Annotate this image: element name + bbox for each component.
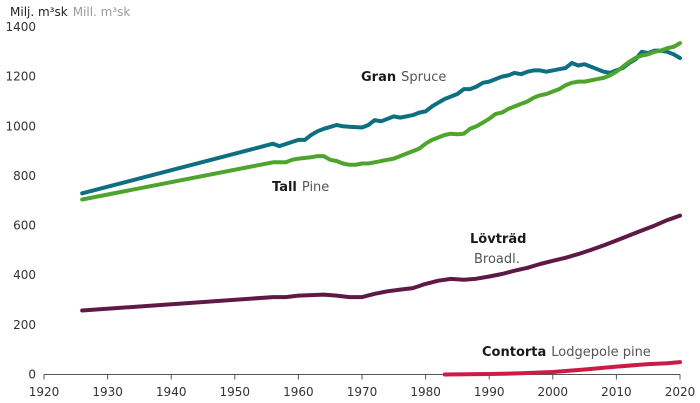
x-tick-label: 2020 [665,385,696,399]
label-lovtrad-broadl: Lövträd Broadl. [470,232,526,267]
label-pine: Pine [302,180,329,195]
y-tick-labels: 0 200 400 600 800 1000 1200 1400 [5,20,36,382]
y-tick-label: 600 [13,219,36,233]
x-tick-label: 1980 [410,385,441,399]
label-spruce: Spruce [401,70,446,85]
series-line-lovtr-d-broadl [80,213,682,313]
label-gran: Gran [361,70,396,85]
x-tick-labels: 1920 1930 1940 1950 1960 1970 1980 1990 2000 2010… [29,385,696,399]
series-lines [80,41,682,377]
y-tick-label: 200 [13,318,36,332]
y-axis-title: Milj. m³sk Mill. m³sk [10,5,130,19]
x-tick-label: 1950 [220,385,251,399]
label-gran-spruce: Gran Spruce [361,70,446,85]
y-tick-label: 1000 [5,119,36,133]
x-tick-label: 1930 [92,385,123,399]
y-axis-title-swedish: Milj. m³sk [10,5,68,19]
x-tick-label: 1990 [474,385,505,399]
x-tick-label: 1940 [156,385,187,399]
label-lovtrad: Lövträd [470,232,526,247]
label-contorta: Contorta [482,345,546,360]
label-tall-pine: Tall Pine [272,180,329,195]
y-tick-label: 1200 [5,70,36,84]
label-contorta-lodgepole: Contorta Lodgepole pine [482,345,651,360]
series-line-contorta-lodgepole-pine [442,360,682,377]
label-broadl: Broadl. [474,252,520,267]
x-tick-marks [43,374,681,380]
y-tick-label: 1400 [5,20,36,34]
y-tick-label: 0 [28,368,36,382]
label-tall: Tall [272,180,297,195]
x-tick-label: 2000 [538,385,569,399]
y-tick-label: 800 [13,169,36,183]
x-tick-label: 1920 [29,385,60,399]
label-lodgepole-pine: Lodgepole pine [551,345,651,360]
y-tick-label: 400 [13,268,36,282]
series-line-tall-pine [80,41,682,202]
x-tick-label: 1970 [347,385,378,399]
y-axis-title-english: Mill. m³sk [73,5,131,19]
x-tick-label: 1960 [283,385,314,399]
x-tick-label: 2010 [601,385,632,399]
